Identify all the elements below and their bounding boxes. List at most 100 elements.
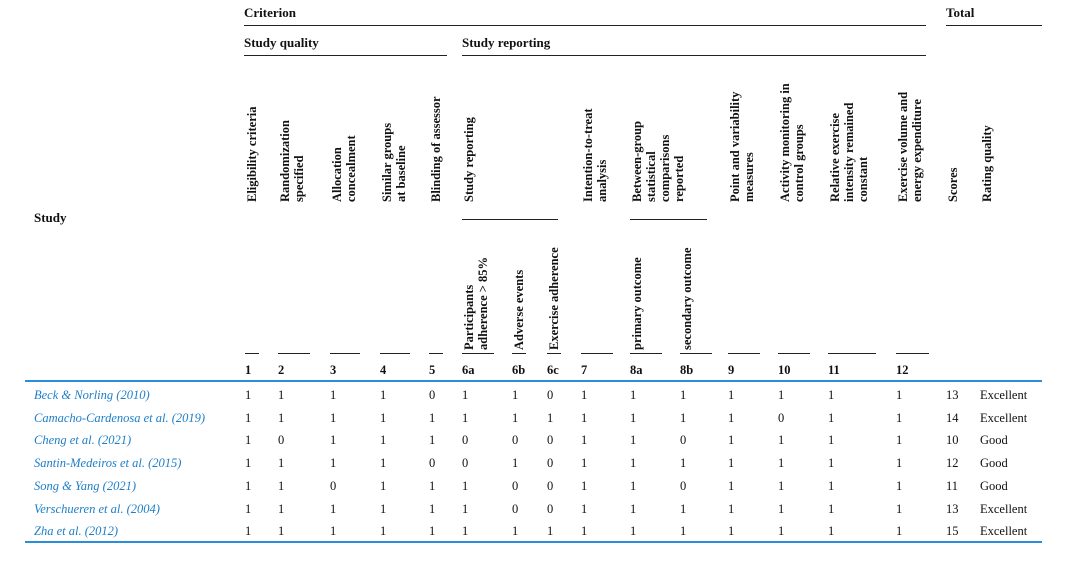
cell-value: 1 xyxy=(512,410,519,425)
cell-value: 1 xyxy=(462,501,469,516)
column-number-3: 3 xyxy=(330,363,337,377)
cell-value: 1 xyxy=(245,478,252,493)
between-group-header: Between-group statistical comparisons repor… xyxy=(630,120,686,202)
study-link[interactable]: Verschueren et al. (2004) xyxy=(34,501,160,516)
cell-value: 1 xyxy=(778,501,785,516)
column-number-11: 11 xyxy=(828,363,840,377)
cell-value: 1 xyxy=(245,410,252,425)
study-link[interactable]: Beck & Norling (2010) xyxy=(34,388,150,402)
cell-value: 1 xyxy=(778,433,785,448)
column-header-10: secondary outcome xyxy=(680,247,694,350)
cell-value: 1 xyxy=(680,388,687,402)
cell-value: 1 xyxy=(380,501,387,516)
score-cell: 14 xyxy=(946,410,959,425)
column-header-7: Exercise adherence xyxy=(547,247,561,350)
number-rule-11 xyxy=(728,353,760,354)
cell-value: 0 xyxy=(547,388,554,402)
cell-value: 1 xyxy=(462,524,469,539)
cell-value: 1 xyxy=(380,388,387,402)
study-link[interactable]: Zha et al. (2012) xyxy=(34,524,119,539)
cell-value: 1 xyxy=(778,478,785,493)
number-rule-4 xyxy=(429,353,443,354)
table-row: Santin-Medeiros et al. (2015) 1 1 1 1 0 0 1 0 1 1 1… xyxy=(0,456,1065,478)
table-row: Song & Yang (2021) 1 1 0 1 1 1 0 0 1 1 0 1 1 1 1 11 Good xyxy=(0,479,1065,501)
column-header-12: Activity monitoring in control groups xyxy=(778,83,806,202)
cell-value: 1 xyxy=(828,456,835,471)
score-cell: 12 xyxy=(946,456,959,471)
cell-value: 1 xyxy=(429,501,436,516)
cell-value: 1 xyxy=(330,456,337,471)
column-header-1: Randomization specified xyxy=(278,120,306,202)
cell-value: 1 xyxy=(581,478,588,493)
cell-value: 1 xyxy=(828,388,835,402)
study-link[interactable]: Camacho-Cardenosa et al. (2019) xyxy=(34,410,206,425)
cell-value: 1 xyxy=(680,501,687,516)
number-rule-8 xyxy=(581,353,613,354)
cell-value: 1 xyxy=(278,410,285,425)
study-reporting-rule xyxy=(462,55,926,56)
column-number-10: 10 xyxy=(778,363,791,377)
cell-value: 1 xyxy=(245,456,252,471)
number-rule-9 xyxy=(630,353,662,354)
cell-value: 0 xyxy=(429,388,436,402)
column-number-9: 9 xyxy=(728,363,735,377)
cell-value: 1 xyxy=(896,388,903,402)
number-rule-0 xyxy=(245,353,259,354)
study-link[interactable]: Song & Yang (2021) xyxy=(34,478,136,493)
table-row: Camacho-Cardenosa et al. (2019) 1 1 1 1 1 1 1 1 1… xyxy=(0,411,1065,433)
study-link[interactable]: Santin-Medeiros et al. (2015) xyxy=(34,456,182,471)
cell-value: 1 xyxy=(896,478,903,493)
rating-cell: Excellent xyxy=(980,501,1028,516)
cell-value: 0 xyxy=(429,456,436,471)
number-rule-12 xyxy=(778,353,810,354)
cell-value: 1 xyxy=(278,501,285,516)
cell-value: 0 xyxy=(278,433,285,448)
cell-value: 0 xyxy=(680,478,687,493)
criterion-rule xyxy=(244,25,926,26)
column-number-8b: 8b xyxy=(680,363,694,377)
number-rule-5 xyxy=(462,353,494,354)
cell-value: 1 xyxy=(728,433,735,448)
column-header-16: Rating quality xyxy=(980,125,994,202)
cell-value: 1 xyxy=(380,410,387,425)
cell-value: 1 xyxy=(330,388,337,402)
cell-value: 1 xyxy=(512,524,519,539)
study-column-header: Study xyxy=(34,210,67,225)
cell-value: 1 xyxy=(581,456,588,471)
column-number-6c: 6c xyxy=(547,363,559,377)
cell-value: 1 xyxy=(278,478,285,493)
column-number-2: 2 xyxy=(278,363,285,377)
cell-value: 1 xyxy=(330,433,337,448)
cell-value: 1 xyxy=(778,388,785,402)
study-link[interactable]: Cheng et al. (2021) xyxy=(34,433,132,448)
table-row: Verschueren et al. (2004) 1 1 1 1 1 1 0 0 1 1 1 1 1 1 1… xyxy=(0,502,1065,524)
table-bottom-rule xyxy=(25,541,1042,543)
cell-value: 1 xyxy=(896,524,903,539)
cell-value: 0 xyxy=(512,501,519,516)
column-number-6a: 6a xyxy=(462,363,475,377)
column-header-6: Adverse events xyxy=(512,269,526,350)
cell-value: 1 xyxy=(828,410,835,425)
column-header-4: Blinding of assessor xyxy=(429,96,443,202)
cell-value: 1 xyxy=(512,456,519,471)
cell-value: 1 xyxy=(278,456,285,471)
cell-value: 0 xyxy=(462,456,469,471)
cell-value: 1 xyxy=(630,501,637,516)
cell-value: 0 xyxy=(680,433,687,448)
cell-value: 1 xyxy=(462,388,469,402)
column-number-7: 7 xyxy=(581,363,588,377)
column-header-13: Relative exercise intensity remained const… xyxy=(828,102,870,202)
cell-value: 0 xyxy=(512,478,519,493)
cell-value: 1 xyxy=(728,388,735,402)
cell-value: 1 xyxy=(680,456,687,471)
column-header-8: Intention-to-treat analysis xyxy=(581,108,609,203)
cell-value: 1 xyxy=(278,388,285,402)
cell-value: 1 xyxy=(630,410,637,425)
column-header-11: Point and variability measures xyxy=(728,91,756,202)
score-cell: 11 xyxy=(946,478,959,493)
cell-value: 1 xyxy=(330,501,337,516)
cell-value: 1 xyxy=(429,524,436,539)
number-rule-2 xyxy=(330,353,360,354)
cell-value: 1 xyxy=(380,433,387,448)
cell-value: 1 xyxy=(380,478,387,493)
